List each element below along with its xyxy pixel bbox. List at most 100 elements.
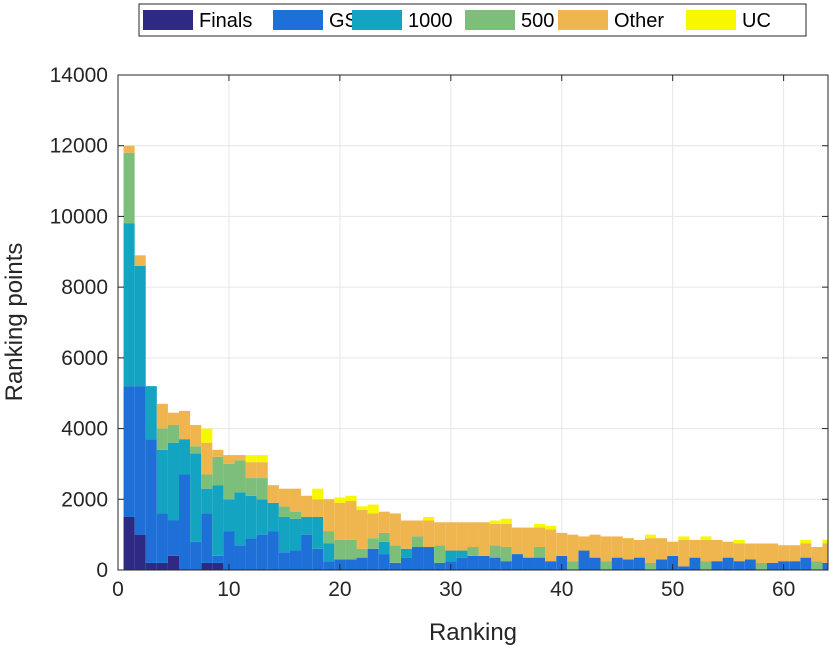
bar-segment-gs	[500, 561, 512, 570]
legend-label-finals: Finals	[199, 10, 252, 32]
bar-segment-other	[733, 543, 745, 562]
bar-segment-500	[334, 539, 346, 560]
bar-segment-gs	[622, 559, 634, 570]
bar-segment-uc	[256, 455, 268, 463]
bar-segment-other	[567, 534, 579, 562]
bar-segment-500	[289, 511, 302, 519]
bar-segment-other	[500, 524, 512, 548]
bar-segment-other	[312, 499, 324, 517]
bar-segment-other	[489, 524, 501, 546]
legend-swatch-uc	[686, 10, 736, 30]
bar-segment-500	[245, 478, 257, 496]
bar-segment-uc	[733, 539, 745, 544]
bar-segment-gs	[667, 555, 679, 570]
bar-segment-uc	[423, 516, 435, 521]
bar-segment-gs	[678, 566, 690, 570]
bar-segment-gs	[511, 554, 523, 570]
bar-segment-500	[156, 428, 168, 450]
bar-segment-gs	[301, 534, 313, 570]
bar-segment-1000	[156, 449, 168, 514]
bar-segment-500	[234, 460, 246, 493]
bar-segment-gs	[800, 557, 812, 570]
bar-segment-gs	[323, 561, 335, 570]
bar-segment-1000	[167, 442, 180, 521]
bar-segment-gs	[389, 562, 401, 570]
bar-segment-500	[411, 536, 424, 548]
bar-segment-500	[367, 538, 379, 549]
bar-segment-500	[167, 425, 180, 443]
bar-segment-other	[223, 455, 235, 464]
bar-segment-uc	[345, 495, 357, 502]
bar-segment-other	[789, 545, 801, 562]
bar-segment-other	[711, 539, 723, 562]
bar-segment-gs	[179, 474, 191, 570]
bar-segment-gs	[789, 561, 801, 570]
bar-segment-500	[323, 531, 335, 544]
bar-segment-other	[778, 545, 790, 562]
x-tick-label: 50	[661, 578, 684, 601]
bar-segment-other	[511, 527, 523, 555]
legend-swatch-500	[465, 10, 515, 30]
bar-segment-finals	[134, 534, 146, 570]
bar-segment-uc	[678, 536, 690, 540]
bar-segment-1000	[212, 485, 224, 556]
legend-label-other: Other	[614, 10, 664, 32]
bar-segment-uc	[367, 504, 379, 514]
bar-segment-other	[689, 539, 701, 558]
y-axis-title: Ranking points	[1, 243, 28, 402]
bar-segment-uc	[644, 534, 657, 539]
bar-segment-1000	[323, 543, 335, 562]
bar-segment-500	[500, 547, 512, 562]
bar-segment-gs	[744, 559, 756, 570]
bar-segment-uc	[312, 488, 324, 500]
bar-segment-500	[223, 463, 235, 500]
bar-segment-other	[589, 534, 601, 558]
bar-segment-gs	[256, 534, 268, 570]
bar-segment-other	[356, 509, 368, 549]
bar-segment-gs	[611, 557, 623, 570]
legend-swatch-other	[558, 10, 608, 30]
bar-segment-1000	[267, 502, 279, 532]
bar-segment-500	[256, 478, 268, 500]
bar-segment-1000	[134, 265, 146, 387]
bar-segment-other	[600, 536, 612, 562]
bar-segment-500	[467, 547, 479, 556]
bar-segment-gs	[134, 386, 146, 535]
legend-label-1000: 1000	[408, 10, 453, 32]
bar-segment-500	[378, 532, 390, 542]
bar-segment-gs	[245, 538, 257, 570]
bar-segment-gs	[822, 562, 828, 570]
bar-segment-500	[755, 562, 767, 570]
bar-segment-gs	[201, 513, 213, 563]
axes	[117, 74, 829, 571]
y-tick-label: 4000	[61, 418, 108, 441]
y-tick-label: 12000	[50, 135, 108, 158]
bar-segment-500	[534, 547, 546, 558]
bar-segment-uc	[201, 428, 213, 443]
bar-segment-gs	[400, 557, 412, 570]
axes-box	[117, 74, 829, 571]
bar-segment-other	[323, 499, 335, 532]
bar-segment-other	[811, 547, 823, 562]
bar-segment-other	[400, 520, 412, 549]
bar-segment-500	[700, 561, 712, 570]
bar-segment-other	[534, 527, 546, 548]
bar-segment-finals	[145, 562, 157, 570]
bar-segment-gs	[356, 557, 368, 570]
bar-segment-gs	[267, 531, 279, 570]
bar-segment-other	[278, 488, 290, 507]
bar-segment-500	[567, 561, 579, 570]
bar-segment-500	[201, 474, 213, 489]
bar-segment-gs	[345, 559, 357, 570]
bar-segment-gs	[633, 557, 645, 570]
bar-segment-other	[134, 255, 146, 266]
legend-label-uc: UC	[742, 10, 771, 32]
bar-segment-other	[434, 522, 446, 546]
bar-segment-finals	[123, 516, 135, 570]
bar-segment-gs	[278, 552, 290, 570]
bar-segment-1000	[123, 223, 135, 387]
bar-segment-gs	[234, 545, 246, 570]
bar-segment-other	[744, 543, 756, 560]
bar-segment-500	[600, 561, 612, 570]
